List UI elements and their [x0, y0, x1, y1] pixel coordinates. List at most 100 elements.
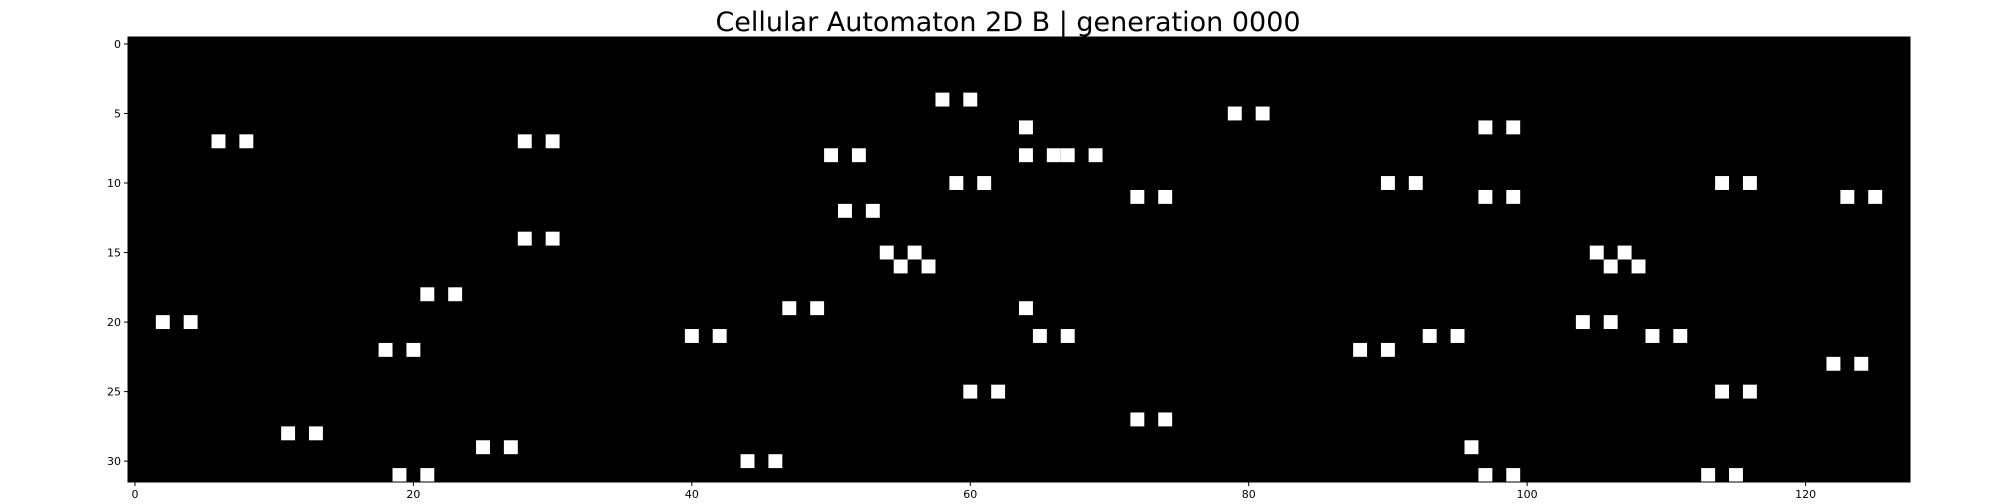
live-cell	[1019, 301, 1033, 316]
live-cell	[907, 245, 922, 260]
live-cell	[893, 259, 908, 274]
live-cell	[1854, 356, 1869, 371]
live-cell	[1060, 148, 1075, 163]
live-cell	[517, 231, 532, 246]
live-cell	[1742, 384, 1757, 399]
y-tick-label: 20	[107, 316, 121, 329]
chart-title: Cellular Automaton 2D B | generation 000…	[715, 7, 1300, 38]
live-cell	[378, 342, 393, 357]
live-cell	[1019, 148, 1033, 163]
live-cell	[1353, 342, 1368, 357]
live-cell	[545, 231, 560, 246]
live-cell	[1506, 468, 1521, 482]
live-cell	[183, 315, 198, 330]
live-cell	[239, 134, 254, 149]
live-cells	[155, 92, 1883, 482]
live-cell	[1130, 189, 1145, 204]
live-cell	[1422, 329, 1437, 343]
live-cell	[392, 468, 407, 482]
live-cell	[1603, 315, 1618, 330]
x-tick-label: 100	[1517, 488, 1538, 501]
y-tick-label: 30	[107, 455, 121, 468]
live-cell	[991, 384, 1006, 399]
live-cell	[935, 92, 950, 107]
live-cell	[1715, 384, 1730, 399]
x-tick-label: 20	[406, 488, 420, 501]
live-cell	[879, 245, 894, 260]
live-cell	[406, 342, 421, 357]
live-cell	[1478, 189, 1493, 204]
live-cell	[782, 301, 797, 316]
live-cell	[1840, 189, 1855, 204]
x-axis: 0 20 40 60 80 100 120	[131, 482, 1816, 501]
live-cell	[1673, 329, 1688, 343]
x-tick-label: 60	[963, 488, 977, 501]
live-cell	[420, 468, 435, 482]
live-cell	[963, 384, 978, 399]
live-cell	[1255, 106, 1270, 121]
live-cell	[712, 329, 727, 343]
y-tick-label: 10	[107, 177, 121, 190]
live-cell	[1130, 412, 1145, 427]
live-cell	[1408, 176, 1423, 190]
live-cell	[865, 203, 880, 218]
y-tick-label: 15	[107, 247, 121, 260]
live-cell	[851, 148, 866, 163]
y-tick-label: 25	[107, 386, 121, 399]
live-cell	[1019, 120, 1033, 135]
live-cell	[824, 148, 839, 163]
x-tick-label: 120	[1795, 488, 1816, 501]
live-cell	[949, 176, 964, 190]
live-cell	[977, 176, 992, 190]
x-tick-label: 40	[685, 488, 699, 501]
live-cell	[1715, 176, 1730, 190]
live-cell	[545, 134, 560, 149]
live-cell	[1631, 259, 1646, 274]
live-cell	[1450, 329, 1465, 343]
live-cell	[448, 287, 463, 302]
live-cell	[211, 134, 226, 149]
x-tick-label: 80	[1242, 488, 1256, 501]
live-cell	[1060, 329, 1075, 343]
live-cell	[517, 134, 532, 149]
live-cell	[740, 454, 755, 469]
live-cell	[1506, 189, 1521, 204]
live-cell	[1603, 259, 1618, 274]
live-cell	[1575, 315, 1590, 330]
live-cell	[684, 329, 699, 343]
live-cell	[1464, 440, 1479, 455]
live-cell	[155, 315, 170, 330]
live-cell	[476, 440, 490, 455]
live-cell	[1158, 412, 1173, 427]
y-tick-label: 0	[114, 38, 121, 51]
live-cell	[1701, 468, 1716, 482]
x-tick-label: 0	[131, 488, 138, 501]
live-cell	[1088, 148, 1103, 163]
y-axis: 0 5 10 15 20 25 30	[107, 38, 128, 468]
live-cell	[1729, 468, 1743, 482]
live-cell	[1868, 189, 1883, 204]
live-cell	[1032, 329, 1047, 343]
live-cell	[503, 440, 518, 455]
live-cell	[1478, 120, 1493, 135]
live-cell	[1617, 245, 1632, 260]
live-cell	[838, 203, 852, 218]
live-cell	[1645, 329, 1660, 343]
live-cell	[963, 92, 978, 107]
live-cell	[810, 301, 825, 316]
live-cell	[1227, 106, 1242, 121]
live-cell	[1478, 468, 1493, 482]
live-cell	[281, 426, 296, 441]
live-cell	[1046, 148, 1061, 163]
live-cell	[1380, 176, 1395, 190]
live-cell	[1380, 342, 1395, 357]
live-cell	[1506, 120, 1521, 135]
live-cell	[1158, 189, 1173, 204]
live-cell	[420, 287, 435, 302]
axes-frame	[127, 36, 1911, 483]
live-cell	[768, 454, 783, 469]
live-cell	[921, 259, 936, 274]
live-cell	[1826, 356, 1841, 371]
live-cell	[1589, 245, 1604, 260]
